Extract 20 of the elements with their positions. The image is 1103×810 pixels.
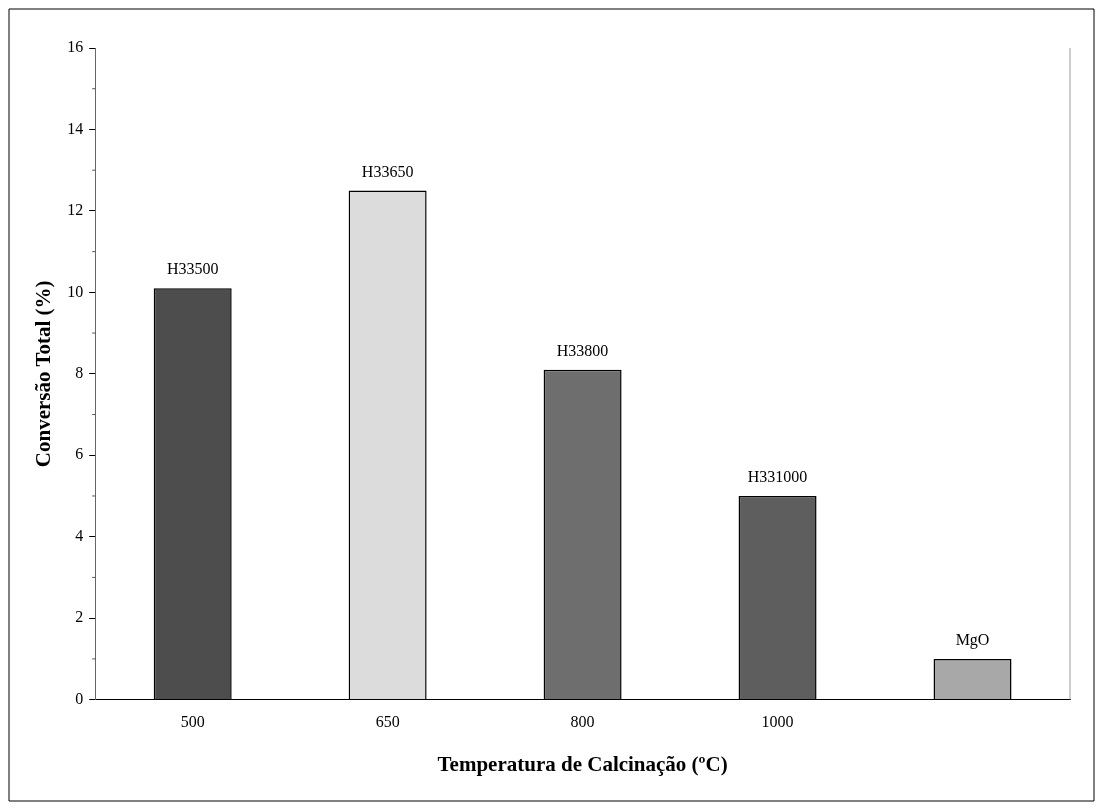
annotation: H33800: [556, 341, 609, 359]
y-tick-label: 8: [75, 364, 84, 381]
x-tick-label: 800: [570, 713, 595, 731]
y-tick-label: 16: [67, 38, 84, 56]
y-tick-label: 4: [75, 526, 84, 544]
y-tick-label: 12: [67, 201, 84, 219]
annotation: H331000: [747, 468, 808, 486]
x-tick-label: 650: [375, 713, 400, 731]
y-tick-label: 14: [67, 119, 84, 137]
y-tick-label: 0: [75, 689, 84, 707]
annotation: H33500: [166, 260, 219, 278]
x-tick-label: 1000: [761, 713, 794, 731]
y-tick-label: 10: [67, 282, 84, 300]
x-axis-title: Temperatura de Calcinação (ºC): [437, 751, 728, 776]
annotation: MgO: [955, 631, 990, 650]
annotation: H33650: [361, 162, 414, 180]
y-tick-label: 2: [75, 608, 84, 626]
y-tick-label: 6: [75, 445, 84, 463]
y-axis-title: Conversão Total (%): [31, 280, 56, 468]
x-tick-label: 500: [180, 713, 205, 731]
